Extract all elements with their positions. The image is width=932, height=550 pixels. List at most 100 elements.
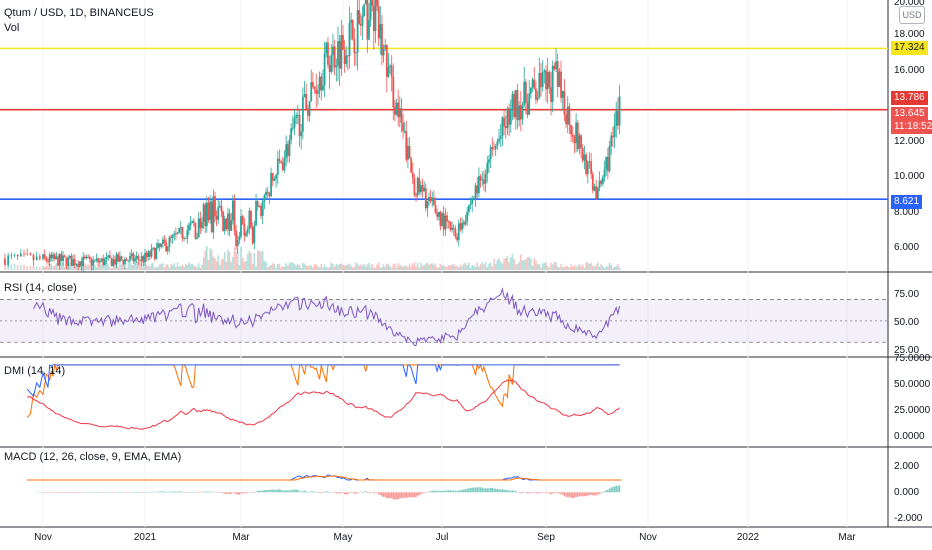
macd-histogram-bar bbox=[268, 490, 271, 493]
candle-body bbox=[301, 96, 304, 132]
candle-body bbox=[148, 251, 151, 257]
volume-label: Vol bbox=[4, 22, 20, 34]
volume-bar bbox=[80, 267, 83, 270]
macd-histogram-bar bbox=[255, 491, 257, 493]
volume-bar bbox=[525, 259, 527, 270]
candle-body bbox=[524, 81, 527, 103]
candle-body bbox=[366, 0, 369, 40]
volume-bar bbox=[65, 266, 68, 270]
dmi-title: DMI (14, 14) bbox=[4, 365, 66, 377]
macd-histogram-bar bbox=[320, 492, 322, 493]
macd-histogram-bar bbox=[191, 491, 193, 493]
volume-bar bbox=[55, 263, 58, 270]
candle-body bbox=[568, 106, 571, 125]
volume-bar bbox=[371, 264, 374, 270]
macd-histogram-bar bbox=[478, 487, 480, 493]
macd-histogram-bar bbox=[560, 492, 562, 495]
macd-histogram-bar bbox=[180, 491, 182, 493]
volume-bar bbox=[592, 265, 594, 270]
volume-bar bbox=[120, 264, 123, 270]
candle-body bbox=[491, 147, 494, 149]
candle-body bbox=[157, 243, 159, 249]
volume-bar bbox=[236, 250, 239, 270]
macd-histogram-bar bbox=[84, 492, 86, 493]
candle-body bbox=[179, 227, 182, 228]
candle-body bbox=[286, 144, 289, 156]
candle-body bbox=[72, 259, 74, 266]
volume-bar bbox=[483, 264, 485, 270]
macd-histogram-bar bbox=[468, 488, 470, 493]
candle-body bbox=[346, 55, 349, 57]
candle-body bbox=[476, 185, 479, 194]
macd-histogram-bar bbox=[168, 491, 171, 493]
candle-body bbox=[343, 49, 346, 64]
volume-bar bbox=[165, 264, 167, 270]
macd-histogram-bar bbox=[54, 492, 56, 493]
candle-body bbox=[385, 45, 388, 77]
macd-histogram-bar bbox=[147, 491, 149, 493]
candle-body bbox=[585, 154, 588, 175]
candle-body bbox=[531, 79, 534, 88]
macd-histogram-bar bbox=[252, 492, 254, 493]
macd-histogram-bar bbox=[608, 488, 611, 493]
volume-bar bbox=[533, 258, 536, 270]
volume-bar bbox=[255, 266, 257, 270]
macd-histogram-bar bbox=[328, 492, 331, 493]
candle-body bbox=[601, 177, 604, 184]
volume-bar bbox=[598, 267, 601, 270]
volume-bar bbox=[325, 267, 328, 270]
macd-histogram-bar bbox=[105, 492, 108, 493]
macd-histogram-bar bbox=[267, 489, 269, 493]
candle-body bbox=[472, 197, 475, 200]
candle-body bbox=[541, 72, 544, 88]
candle-body bbox=[432, 197, 435, 205]
volume-bar bbox=[191, 263, 193, 270]
macd-histogram-bar bbox=[45, 492, 48, 493]
volume-bar bbox=[615, 266, 618, 270]
volume-bar bbox=[318, 266, 321, 270]
volume-bar bbox=[353, 266, 356, 270]
macd-histogram-bar bbox=[518, 492, 520, 493]
macd-histogram-bar bbox=[157, 491, 159, 493]
candle-body bbox=[513, 93, 516, 118]
candle-body bbox=[194, 222, 197, 239]
candle-body bbox=[98, 260, 101, 263]
candle-body bbox=[92, 260, 95, 266]
macd-histogram-bar bbox=[555, 492, 557, 493]
volume-bar bbox=[50, 263, 53, 270]
candle-body bbox=[197, 218, 200, 238]
volume-bar bbox=[361, 265, 364, 270]
volume-bar bbox=[486, 266, 489, 270]
macd-histogram-bar bbox=[233, 492, 236, 494]
candle-body bbox=[60, 254, 63, 261]
volume-bar bbox=[260, 251, 262, 270]
macd-tick: -2.000 bbox=[894, 513, 923, 524]
volume-bar bbox=[307, 266, 309, 270]
macd-histogram-bar bbox=[217, 492, 219, 493]
volume-bar bbox=[109, 267, 111, 270]
dmi-plus-line bbox=[26, 363, 620, 398]
macd-histogram-bar bbox=[463, 489, 465, 493]
macd-histogram-bar bbox=[224, 492, 226, 494]
volume-bar bbox=[163, 267, 166, 270]
currency-button[interactable]: USD bbox=[899, 6, 925, 24]
volume-bar bbox=[415, 266, 417, 270]
candle-body bbox=[253, 225, 256, 244]
volume-bar bbox=[43, 267, 46, 270]
macd-histogram-bar bbox=[273, 489, 276, 493]
candle-body bbox=[459, 223, 462, 230]
candle-body bbox=[255, 201, 257, 226]
volume-bar bbox=[374, 267, 377, 270]
candle-body bbox=[42, 254, 44, 259]
candle-body bbox=[285, 144, 288, 159]
volume-bar bbox=[268, 265, 271, 270]
volume-bar bbox=[548, 267, 551, 270]
macd-histogram-bar bbox=[238, 492, 241, 495]
volume-bar bbox=[418, 267, 421, 270]
candle-body bbox=[345, 55, 348, 64]
macd-histogram-bar bbox=[486, 488, 488, 493]
volume-bar bbox=[13, 263, 16, 270]
macd-histogram-bar bbox=[77, 492, 79, 493]
candle-body bbox=[168, 237, 171, 247]
candle-body bbox=[43, 254, 46, 258]
